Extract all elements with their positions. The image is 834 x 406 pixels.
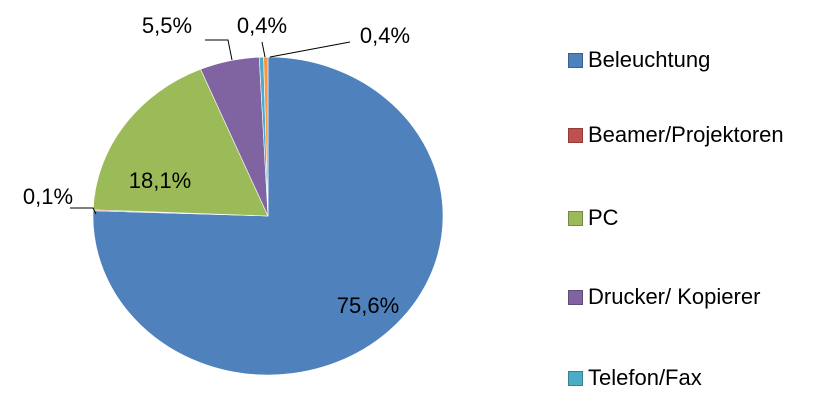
legend-swatch (568, 211, 583, 226)
legend-entry: Beleuchtung (568, 45, 803, 75)
pie-slice (92, 68, 269, 217)
data-label: 0,4% (360, 23, 410, 48)
legend-entry: Beamer/Projektoren (568, 120, 803, 150)
legend-swatch (568, 290, 583, 305)
leader-line (205, 39, 233, 61)
legend-swatch (568, 371, 583, 386)
data-label: 0,1% (23, 184, 73, 209)
legend-entry: Telefon/Fax (568, 363, 803, 393)
legend-label: PC (588, 205, 619, 230)
legend-entry: Drucker/ Kopierer (568, 282, 803, 312)
data-label: 18,1% (129, 168, 191, 193)
leader-line (261, 41, 266, 58)
legend-swatch (568, 128, 583, 143)
legend-label: Telefon/Fax (588, 365, 702, 390)
data-label: 5,5% (142, 13, 192, 38)
pie-slice (263, 56, 269, 217)
data-label: 0,4% (237, 13, 287, 38)
data-label: 75,6% (337, 293, 399, 318)
legend-label: Drucker/ Kopierer (588, 284, 761, 309)
leader-line (70, 207, 97, 215)
legend-label: Beleuchtung (588, 47, 711, 72)
legend-entry: PC (568, 203, 803, 233)
legend-label: Beamer/Projektoren (588, 122, 784, 147)
legend-swatch (568, 53, 583, 68)
leader-line (269, 41, 351, 58)
